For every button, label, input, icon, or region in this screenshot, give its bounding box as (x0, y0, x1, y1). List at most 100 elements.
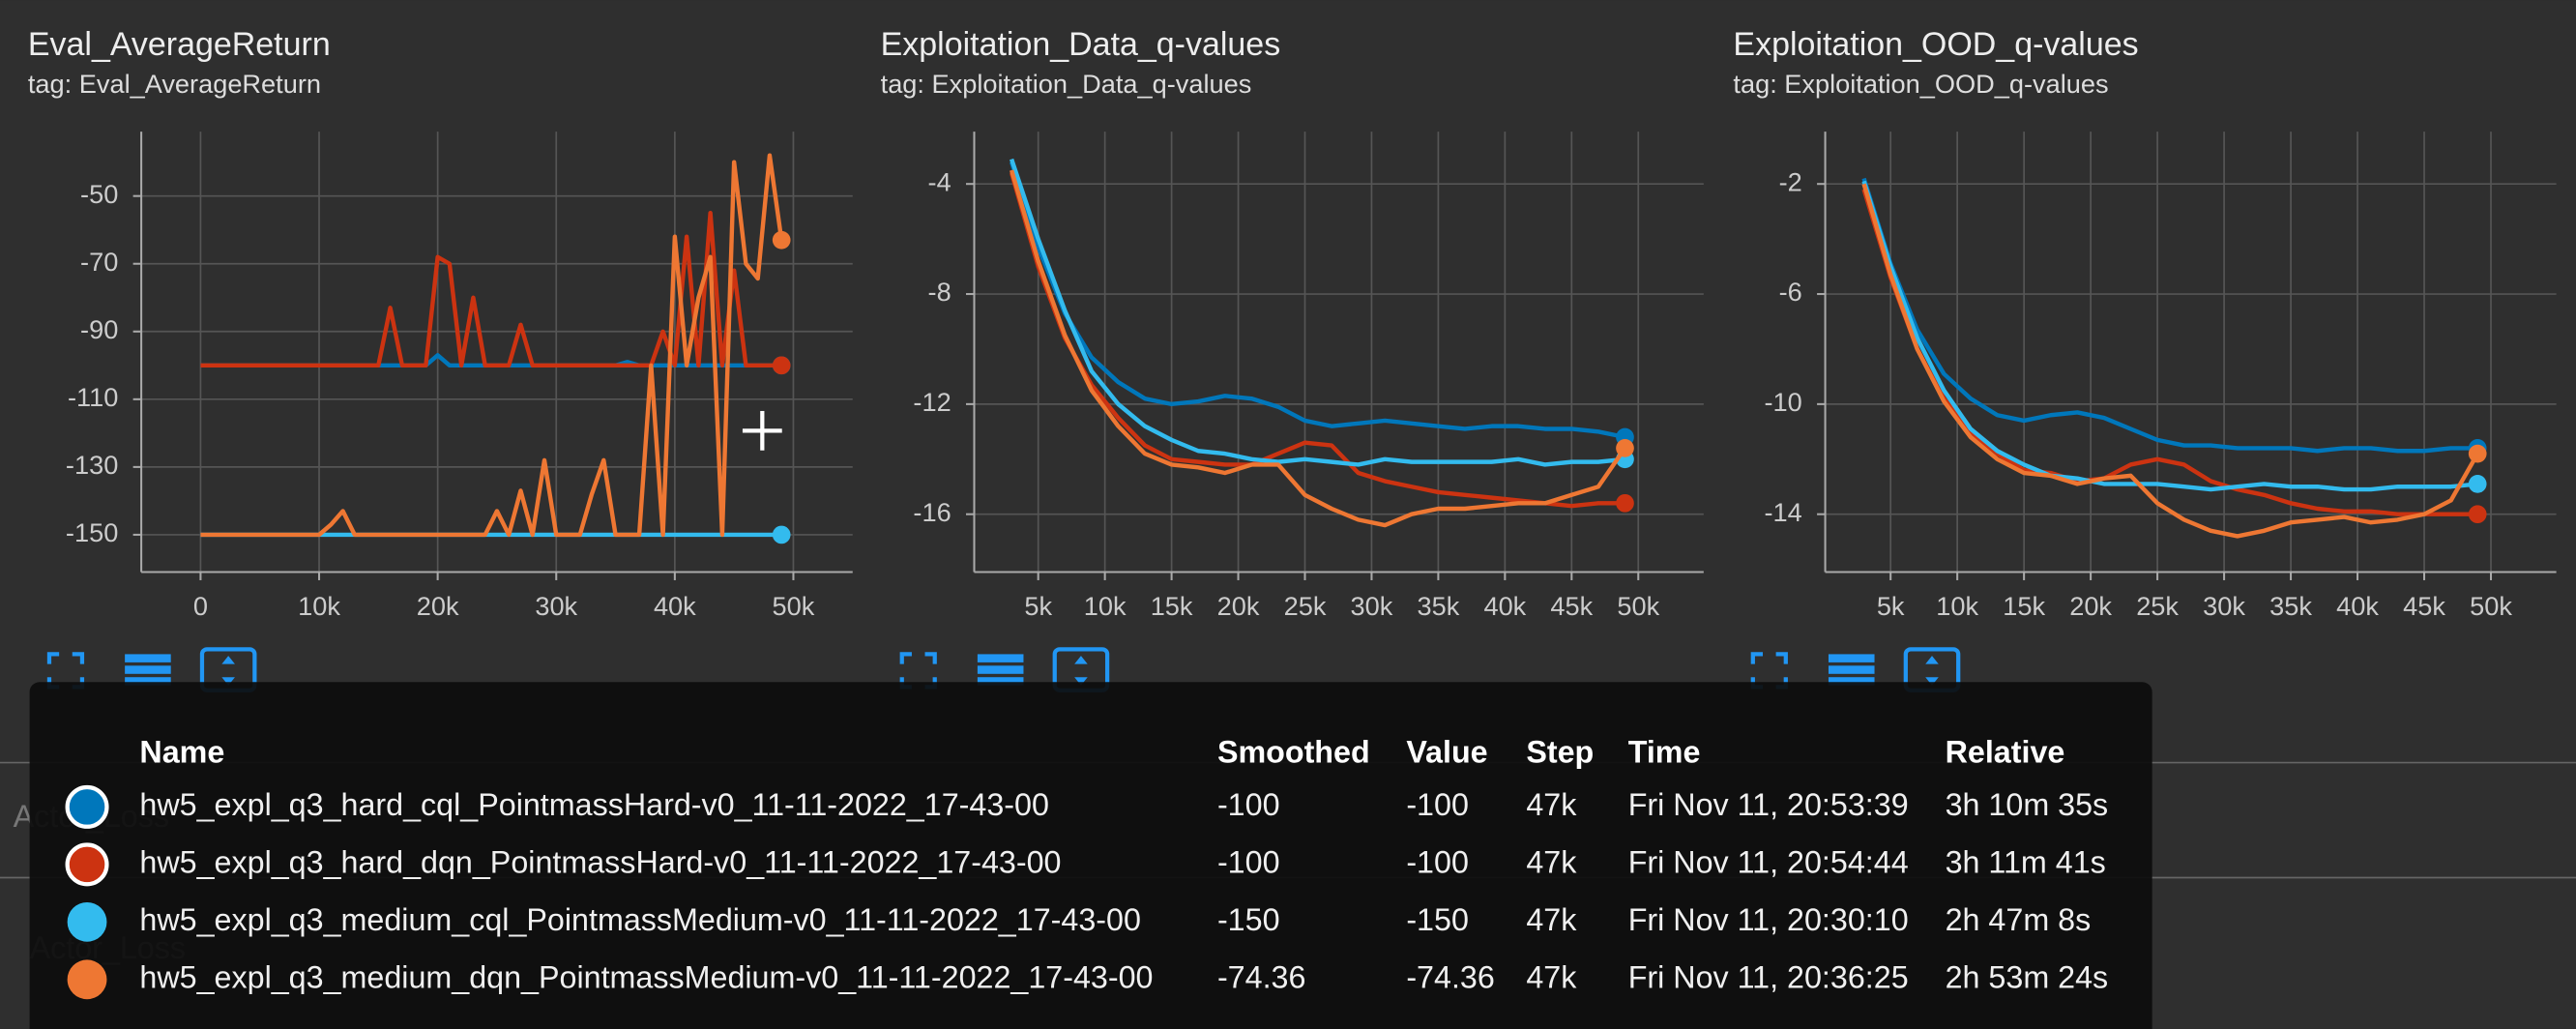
y-tick-label: -8 (928, 277, 951, 307)
column-header: Time (1628, 735, 1701, 770)
table-cell: 47k (1526, 902, 1577, 937)
tooltip: Name Smoothed Value Step Time Relative hw5_exp… (29, 682, 2152, 1029)
series-line (1010, 158, 1625, 467)
column-header: Relative (1946, 735, 2065, 770)
series-line (1009, 169, 1627, 528)
table-cell: 2h 53m 24s (1946, 959, 2109, 994)
toggle-log-button[interactable] (125, 677, 171, 686)
table-cell: -100 (1217, 844, 1280, 879)
fullscreen-button[interactable] (1750, 652, 1788, 690)
x-tick-label: 30k (2203, 591, 2245, 621)
table-cell: -100 (1406, 787, 1469, 822)
fullscreen-button[interactable] (899, 652, 937, 690)
chart-subtitle: tag: Eval_AverageReturn (28, 69, 321, 99)
table-cell: 3h 10m 35s (1946, 787, 2109, 822)
legend-swatch (65, 784, 109, 829)
y-tick-label: -14 (1764, 497, 1801, 527)
chart-card: Eval_AverageReturn tag: Eval_AverageRetur… (28, 26, 853, 692)
toggle-log-button[interactable] (977, 665, 1024, 674)
y-tick-label: -2 (1779, 166, 1802, 196)
series-line (200, 153, 784, 538)
charts: Eval_AverageReturn tag: Eval_AverageRetur… (28, 26, 2557, 692)
fullscreen-button[interactable] (46, 652, 85, 690)
table-cell: 47k (1526, 787, 1577, 822)
x-tick-label: 40k (654, 591, 696, 621)
toggle-log-button[interactable] (125, 654, 171, 662)
fit-domain-arrows (221, 656, 235, 686)
y-tick-label: -90 (80, 314, 118, 344)
series-line (1861, 183, 2480, 539)
x-tick-label: 0 (193, 591, 208, 621)
series-line (1010, 161, 1625, 440)
table-cell: Fri Nov 11, 20:54:44 (1628, 844, 1909, 879)
table-cell: 47k (1526, 959, 1577, 994)
x-tick-label: 40k (1483, 591, 1526, 621)
x-tick-label: 10k (1084, 591, 1127, 621)
table-cell: -74.36 (1406, 959, 1495, 994)
y-tick-label: -110 (68, 382, 118, 412)
x-tick-label: 20k (1217, 591, 1260, 621)
series-line (1861, 180, 2478, 492)
series-line (1009, 172, 1625, 509)
hover-point (772, 356, 791, 375)
y-tick-label: -6 (1779, 277, 1802, 307)
series-line (200, 210, 782, 368)
table-cell: hw5_expl_q3_hard_dqn_PointmassHard-v0_11… (139, 844, 1061, 879)
toggle-log-button[interactable] (1828, 665, 1875, 674)
hover-point (1616, 439, 1634, 457)
chart-card: Exploitation_OOD_q-values tag: Exploitati… (1733, 26, 2557, 692)
fit-domain-arrows (1074, 656, 1088, 686)
table-cell: -100 (1217, 787, 1280, 822)
x-tick-label: 20k (417, 591, 459, 621)
chart-title: Eval_AverageReturn (28, 26, 331, 63)
y-tick-label: -4 (928, 166, 951, 196)
toggle-log-button[interactable] (1828, 677, 1875, 686)
y-tick-label: -70 (80, 247, 118, 277)
table-cell: Fri Nov 11, 20:36:25 (1628, 959, 1909, 994)
x-tick-label: 15k (1151, 591, 1193, 621)
table-cell: -150 (1406, 902, 1469, 937)
table-cell: hw5_expl_q3_hard_cql_PointmassHard-v0_11… (139, 787, 1049, 822)
hover-point (772, 230, 791, 250)
table-cell: Fri Nov 11, 20:53:39 (1628, 787, 1909, 822)
toggle-log-button[interactable] (977, 677, 1024, 686)
x-tick-label: 5k (1024, 591, 1052, 621)
column-header: Value (1406, 735, 1487, 770)
hover-point (1616, 493, 1634, 513)
table-cell: -74.36 (1217, 959, 1306, 994)
toggle-log-button[interactable] (977, 654, 1024, 662)
table-cell: hw5_expl_q3_medium_dqn_PointmassMedium-v… (139, 959, 1153, 994)
column-header: Smoothed (1217, 735, 1370, 770)
column-header: Name (139, 735, 224, 770)
y-tick-label: -150 (66, 517, 118, 547)
table-cell: -150 (1217, 902, 1280, 937)
toggle-log-button[interactable] (125, 665, 171, 674)
x-tick-label: 50k (2470, 591, 2512, 621)
x-tick-label: 5k (1877, 591, 1905, 621)
y-tick-label: -130 (66, 450, 118, 480)
x-tick-label: 45k (1550, 591, 1593, 621)
x-tick-label: 35k (1418, 591, 1460, 621)
table-cell: 47k (1526, 844, 1577, 879)
fit-domain-arrows (1925, 656, 1939, 686)
x-tick-label: 25k (2136, 591, 2179, 621)
toggle-log-button[interactable] (1828, 654, 1875, 662)
hover-point (2468, 444, 2487, 463)
x-tick-label: 40k (2336, 591, 2379, 621)
chart-title: Exploitation_Data_q-values (881, 26, 1281, 63)
tooltip-box (29, 682, 2152, 1029)
chart-card: Exploitation_Data_q-values tag: Exploitat… (881, 26, 1704, 692)
x-tick-label: 45k (2403, 591, 2445, 621)
chart-subtitle: tag: Exploitation_OOD_q-values (1733, 69, 2108, 99)
chart-subtitle: tag: Exploitation_Data_q-values (881, 69, 1252, 99)
x-tick-label: 30k (1351, 591, 1393, 621)
column-header: Step (1526, 735, 1594, 770)
x-tick-label: 10k (298, 591, 340, 621)
cursor (742, 410, 782, 451)
table-cell: 2h 47m 8s (1946, 902, 2092, 937)
x-tick-label: 35k (2269, 591, 2312, 621)
series-line (1861, 177, 2478, 454)
y-tick-label: -50 (80, 179, 118, 209)
